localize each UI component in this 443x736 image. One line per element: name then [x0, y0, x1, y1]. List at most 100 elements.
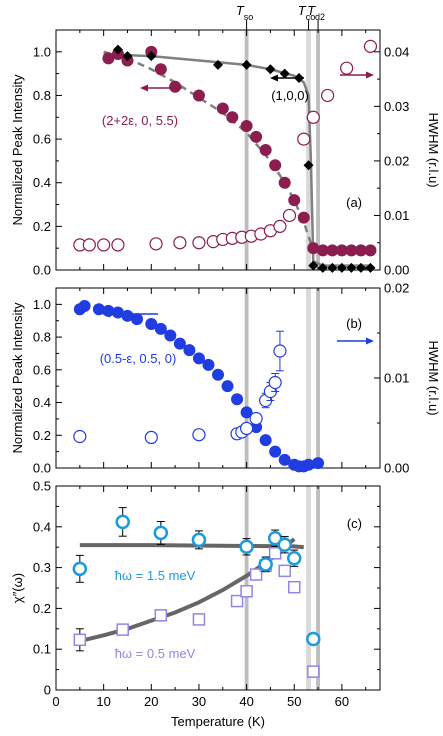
x-tick-label-20: 20: [144, 694, 158, 709]
intensity-point-2e-9: [240, 120, 253, 132]
band-so-p0: [244, 30, 249, 270]
intensity-point-2e-22: [364, 244, 377, 257]
chi-point-05-10: [287, 580, 301, 594]
intensity-point-100-1: [122, 51, 133, 62]
chi-point-05-3: [192, 613, 206, 626]
chi-point-05-4: [230, 594, 244, 608]
y-tick-label-p0-1.0: 1.0: [33, 44, 51, 59]
y-tick-label-p1-0.0: 0.0: [33, 461, 51, 476]
chi-point-15-8: [286, 550, 302, 566]
intensity-point-b-8: [154, 322, 167, 335]
hwhm-point-a-2: [97, 238, 111, 252]
y-tick-label-p2-0.4: 0.4: [33, 519, 51, 534]
hwhm-point-b-9: [268, 375, 282, 390]
panel-label-a: (a): [346, 195, 362, 210]
intensity-point-100-5: [265, 64, 276, 75]
chi-point-05-9: [278, 564, 291, 578]
arrow-b-right-head: [366, 337, 374, 345]
chi-point-15-6: [267, 530, 283, 546]
y-right-axis-label-p0: HWHM (r.l.u): [426, 112, 441, 187]
band-co-p1: [306, 288, 311, 468]
y-axis-label-p0: Normalized Peak Intensity: [10, 74, 25, 226]
hwhm-point-a-20: [363, 39, 378, 53]
chi-point-15-9: [306, 631, 321, 647]
intensity-point-b-15: [221, 380, 234, 393]
intensity-point-2e-8: [226, 111, 239, 124]
intensity-point-2e-11: [259, 144, 272, 156]
chi-point-15-5: [258, 557, 273, 572]
y-tick-label-p1-1.0: 1.0: [33, 297, 51, 312]
hwhm-point-a-3: [111, 238, 125, 252]
band-co-p0: [306, 30, 311, 270]
label-b-series: (0.5-ε, 0.5, 0): [100, 351, 177, 366]
y-tick-label-p2-0.3: 0.3: [33, 560, 51, 575]
panel-frame-2: [55, 485, 381, 691]
intensity-point-100-3: [213, 59, 223, 70]
fit-line-15: [79, 543, 304, 550]
intensity-point-2e-14: [288, 194, 301, 207]
chi-point-15-0: [72, 561, 88, 577]
intensity-point-b-7: [145, 318, 158, 330]
intensity-point-b-26: [312, 457, 325, 470]
y-tick-label-p0-0.0: 0.0: [33, 263, 51, 278]
y-right-tick-label-p1-0.01: 0.01: [384, 371, 409, 386]
intensity-point-100-2: [146, 51, 157, 62]
intensity-point-100-8: [303, 160, 314, 171]
hwhm-point-a-6: [192, 236, 206, 250]
hwhm-point-b-6: [249, 411, 263, 426]
hwhm-point-a-16: [297, 132, 311, 146]
hwhm-point-a-4: [149, 237, 163, 251]
y-tick-label-p0-0.4: 0.4: [33, 175, 51, 190]
x-tick-label-30: 30: [192, 694, 206, 709]
arrow-b-left-head: [102, 310, 110, 318]
chi-point-05-6: [249, 568, 263, 581]
y-right-tick-label-p1-0.00: 0.00: [384, 461, 409, 476]
intensity-point-100-4: [241, 59, 252, 70]
x-tick-label-0: 0: [52, 694, 59, 709]
intensity-point-b-2: [92, 303, 105, 316]
intensity-point-2e-15: [297, 211, 310, 224]
hwhm-point-b-0: [73, 429, 87, 444]
panel-frame-0: [55, 29, 381, 271]
y-tick-label-p0-0.8: 0.8: [33, 88, 51, 103]
intensity-point-b-6: [131, 313, 143, 326]
panel-label-c: (c): [347, 516, 362, 531]
intensity-point-b-9: [164, 329, 177, 342]
band-co-p2: [306, 486, 311, 690]
intensity-point-2e-0: [102, 52, 115, 65]
chi-point-15-7: [277, 537, 292, 553]
hwhm-point-b-1: [144, 430, 158, 444]
hwhm-point-a-14: [273, 219, 287, 233]
intensity-point-b-5: [121, 309, 134, 322]
y-right-tick-label-p1-0.02: 0.02: [384, 281, 409, 296]
intensity-point-b-1: [78, 300, 91, 312]
y-tick-label-p1-0.6: 0.6: [33, 362, 51, 377]
y-right-axis-label-p1: HWHM (r.l.u): [426, 340, 441, 415]
intensity-point-2e-10: [250, 130, 263, 143]
arrow-100-head: [270, 74, 278, 82]
arrow-hwhm-a-head: [366, 71, 374, 79]
y-axis-label-p1: Normalized Peak Intensity: [10, 302, 25, 454]
intensity-point-100-14: [355, 262, 366, 273]
intensity-point-2e-16: [307, 242, 320, 255]
y-tick-label-p0-0.2: 0.2: [33, 219, 51, 234]
chi-point-05-5: [240, 585, 253, 598]
intensity-point-2e-19: [335, 244, 348, 257]
x-axis-label: Temperature (K): [171, 714, 265, 729]
hwhm-point-a-15: [282, 208, 297, 223]
x-tick-label-10: 10: [96, 694, 110, 709]
intensity-point-2e-21: [354, 244, 367, 257]
x-tick-label-60: 60: [335, 694, 349, 709]
band-d2-p1: [316, 288, 320, 468]
hwhm-point-b-2: [192, 428, 206, 442]
intensity-point-2e-12: [269, 159, 282, 172]
y-tick-label-p1-0.4: 0.4: [33, 395, 51, 410]
intensity-point-2e-6: [192, 89, 205, 102]
hwhm-point-a-1: [82, 238, 96, 252]
intensity-point-100-12: [336, 262, 347, 273]
panel-label-b: (b): [346, 316, 362, 331]
x-tick-label-50: 50: [287, 694, 301, 709]
intensity-point-2e-7: [216, 102, 229, 115]
y-tick-label-p2-0.1: 0.1: [33, 642, 51, 657]
